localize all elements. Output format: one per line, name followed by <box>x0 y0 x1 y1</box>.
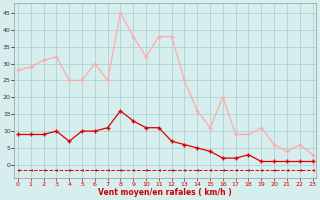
X-axis label: Vent moyen/en rafales ( km/h ): Vent moyen/en rafales ( km/h ) <box>98 188 232 197</box>
